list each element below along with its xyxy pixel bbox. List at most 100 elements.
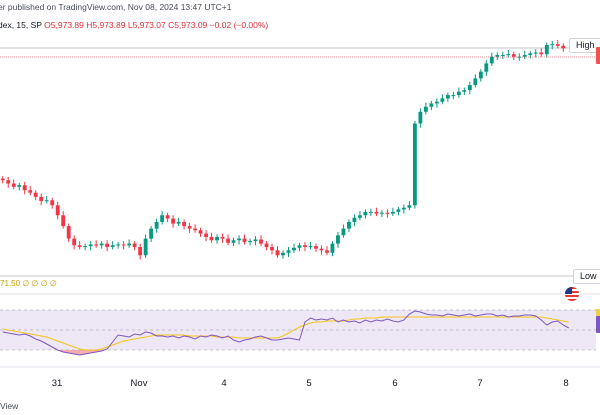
candle-body: [555, 44, 560, 46]
candle-body: [132, 243, 137, 247]
low-label: Low: [573, 269, 600, 284]
candle-body: [17, 185, 22, 187]
candle-body: [297, 245, 302, 248]
candle-body: [149, 228, 154, 239]
rsi-value-tag: [596, 316, 600, 333]
candle-body: [50, 200, 55, 206]
candle-body: [533, 52, 538, 54]
candle-body: [358, 215, 362, 218]
candle-body: [165, 215, 170, 219]
candle-body: [83, 246, 88, 248]
open-value: O5,973.89: [44, 20, 84, 30]
candle-body: [423, 106, 428, 112]
candle-body: [99, 243, 104, 246]
candle-body: [314, 246, 318, 249]
candle-body: [347, 221, 351, 229]
candle-body: [231, 240, 236, 243]
x-tick-label: 7: [477, 378, 483, 389]
candle-body: [390, 211, 395, 214]
high-label: High: [569, 38, 600, 53]
candle-body: [462, 90, 467, 92]
candle-body: [303, 245, 307, 247]
candle-body: [55, 205, 60, 216]
candle-body: [270, 246, 274, 251]
candle-body: [220, 236, 225, 239]
candle-body: [275, 250, 280, 256]
candle-body: [0, 178, 5, 181]
candle-body: [341, 228, 346, 236]
candle-body: [407, 205, 412, 208]
candle-body: [467, 85, 472, 91]
candle-body: [363, 211, 368, 216]
candle-body: [434, 101, 439, 104]
candle-body: [500, 55, 505, 57]
tradingview-footer: View: [0, 401, 19, 411]
candle-body: [187, 226, 192, 229]
candle-body: [226, 238, 230, 243]
candle-body: [33, 192, 38, 197]
rsi-ma-line: [2, 316, 569, 351]
candle-body: [110, 245, 115, 247]
candle-body: [484, 63, 489, 72]
candle-body: [6, 180, 11, 184]
candle-body: [473, 78, 478, 86]
candle-body: [506, 54, 511, 56]
x-tick-label: 4: [221, 378, 227, 389]
candle-body: [237, 238, 241, 241]
candle-body: [330, 243, 335, 253]
candle-body: [292, 247, 296, 251]
candle-body: [39, 196, 44, 202]
candle-body: [495, 55, 500, 57]
candle-body: [193, 228, 198, 231]
high-value: H5,973.89: [86, 20, 126, 30]
us-flag-icon[interactable]: [565, 287, 579, 301]
candle-body: [319, 248, 324, 251]
candle-body: [242, 238, 247, 242]
candle-body: [154, 221, 159, 229]
candle-body: [209, 236, 214, 241]
x-tick-label: 8: [563, 378, 569, 389]
candle-body: [44, 200, 49, 202]
candle-body: [259, 239, 263, 244]
x-tick-label: 6: [392, 378, 398, 389]
last-price-tag: [596, 47, 600, 64]
candle-body: [478, 71, 483, 79]
candle-body: [215, 236, 219, 241]
candle-body: [379, 212, 384, 214]
candle-body: [176, 221, 181, 224]
candle-body: [522, 55, 527, 57]
rsi-oversold-fill: [2, 350, 564, 355]
candle-body: [28, 190, 33, 193]
candle-body: [440, 98, 445, 102]
candle-body: [105, 243, 110, 247]
candle-body: [528, 53, 533, 56]
candle-body: [198, 230, 203, 234]
candle-body: [517, 56, 522, 58]
indicator-legend: 71.50 ∅ ∅ ∅ ∅: [0, 279, 57, 288]
candle-body: [61, 215, 66, 227]
candle-body: [116, 244, 121, 246]
x-tick-label: 5: [306, 378, 312, 389]
candle-body: [385, 212, 390, 214]
candle-body: [94, 244, 99, 246]
candle-body: [336, 235, 340, 244]
candle-body: [204, 233, 208, 237]
candle-body: [160, 215, 165, 222]
change-value: −0.02 (−0.00%): [209, 20, 269, 30]
candle-body: [401, 207, 406, 210]
candle-body: [171, 218, 176, 224]
close-value: C5,973.09: [168, 20, 208, 30]
candle-body: [77, 245, 82, 247]
candle-body: [445, 95, 450, 99]
symbol-info: dex, 15, SP: [0, 20, 42, 30]
x-tick-label: 31: [51, 378, 63, 389]
candle-body: [539, 52, 544, 55]
low-value: L5,973.07: [127, 20, 166, 30]
x-tick-label: Nov: [130, 378, 148, 389]
candle-body: [412, 123, 417, 206]
rsi-ma-tag: [596, 309, 600, 317]
candle-body: [11, 183, 16, 187]
candle-body: [374, 211, 379, 214]
candle-body: [550, 44, 555, 46]
candle-body: [22, 185, 27, 191]
